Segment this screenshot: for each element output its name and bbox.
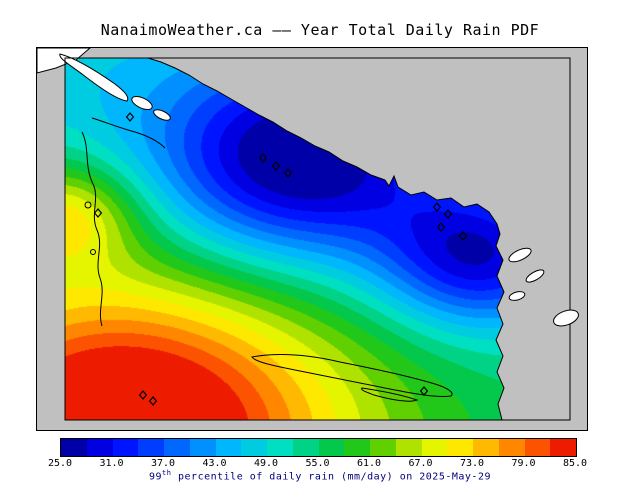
coastal-island-outline	[361, 387, 419, 402]
coastline-outline	[91, 117, 166, 149]
colorbar-segment	[267, 439, 293, 456]
station-marker	[93, 208, 103, 218]
colorbar-segment	[550, 439, 576, 456]
colorbar-segment	[318, 439, 345, 456]
colorbar-segment	[447, 439, 473, 456]
mainland-landmass	[147, 57, 571, 421]
colorbar-segment	[241, 439, 267, 456]
colorbar-segment	[370, 439, 396, 456]
island	[59, 53, 129, 102]
island	[553, 309, 579, 327]
coastal-island-outline	[251, 354, 453, 397]
colorbar-tick: 61.0	[356, 458, 382, 469]
station-marker	[125, 112, 135, 122]
colorbar-segment	[112, 439, 139, 456]
colorbar-segment	[498, 439, 525, 456]
caption-ordinal: th	[162, 469, 172, 477]
colorbar	[60, 438, 577, 457]
colorbar-segment	[189, 439, 216, 456]
colorbar-segment	[138, 439, 164, 456]
colorbar-segment	[524, 439, 551, 456]
coastline-outline	[81, 131, 103, 327]
colorbar-tick: 25.0	[47, 458, 73, 469]
chart-title: NanaimoWeather.ca —— Year Total Daily Ra…	[100, 21, 540, 39]
colorbar-tick: 49.0	[253, 458, 279, 469]
colorbar-tick: 73.0	[459, 458, 485, 469]
station-marker	[432, 202, 442, 212]
colorbar-segment	[473, 439, 499, 456]
colorbar-segment	[395, 439, 422, 456]
colorbar-segment	[61, 439, 87, 456]
station-marker	[148, 396, 158, 406]
station-markers	[93, 112, 468, 406]
colorbar-segment	[344, 439, 370, 456]
colorbar-segment	[164, 439, 190, 456]
station-marker	[283, 168, 293, 178]
station-marker	[138, 390, 148, 400]
colorbar-tick: 37.0	[150, 458, 176, 469]
station-marker	[258, 153, 268, 163]
island	[153, 109, 171, 121]
island	[131, 96, 153, 110]
colorbar-tick: 31.0	[99, 458, 124, 469]
island	[508, 247, 532, 263]
caption-number: 99	[149, 471, 163, 482]
caption: 99th percentile of daily rain (mm/day) o…	[0, 469, 640, 482]
colorbar-tick: 67.0	[408, 458, 433, 469]
station-marker	[271, 161, 281, 171]
station-marker	[419, 386, 429, 396]
islet-outline	[84, 201, 92, 209]
colorbar-segment	[292, 439, 319, 456]
islet-outline	[90, 249, 96, 255]
station-marker	[443, 209, 453, 219]
colorbar-tick-labels: 25.0 31.0 37.0 43.0 49.0 55.0 61.0 67.0 73.0 79.0…	[48, 458, 587, 470]
colorbar-segment	[86, 439, 113, 456]
station-marker	[458, 231, 468, 241]
colorbar-tick: 85.0	[562, 458, 588, 469]
plot-border	[36, 47, 588, 431]
station-marker	[436, 222, 446, 232]
island	[508, 291, 526, 301]
colorbar-tick: 55.0	[305, 458, 330, 469]
colorbar-tick: 43.0	[202, 458, 227, 469]
colorbar-segment	[421, 439, 448, 456]
island	[525, 269, 545, 283]
data-region-frame	[64, 57, 503, 421]
colorbar-segment	[215, 439, 242, 456]
caption-text: percentile of daily rain (mm/day) on 202…	[171, 471, 491, 482]
colorbar-tick: 79.0	[511, 458, 536, 469]
